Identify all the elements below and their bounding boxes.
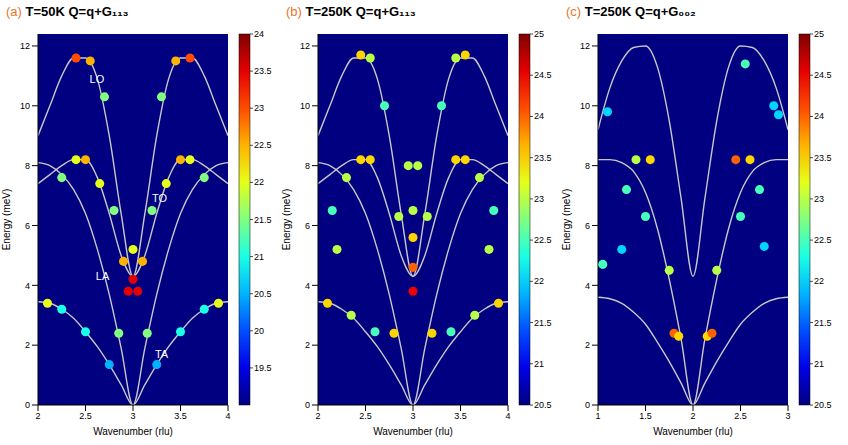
svg-text:3.5: 3.5 (174, 411, 187, 421)
svg-text:2: 2 (35, 411, 40, 421)
svg-text:10: 10 (20, 101, 30, 111)
svg-text:3: 3 (130, 411, 135, 421)
svg-text:2: 2 (585, 340, 590, 350)
svg-text:21.5: 21.5 (814, 318, 832, 328)
svg-text:0: 0 (25, 400, 30, 410)
html-text:(c) T=250K Q=q+G₀₀₂: (c) T=250K Q=q+G₀₀₂ (566, 4, 696, 19)
svg-text:2: 2 (315, 411, 320, 421)
svg-text:23: 23 (254, 103, 264, 113)
svg-text:22.5: 22.5 (814, 235, 832, 245)
svg-text:6: 6 (25, 221, 30, 231)
svg-text:24: 24 (534, 111, 544, 121)
svg-text:Wavenumber (rlu): Wavenumber (rlu) (93, 426, 173, 437)
svg-text:22.5: 22.5 (254, 140, 272, 150)
svg-text:4: 4 (585, 281, 590, 291)
svg-text:21: 21 (534, 359, 544, 369)
svg-text:25: 25 (534, 29, 544, 39)
svg-text:25: 25 (814, 29, 824, 39)
svg-text:21.5: 21.5 (254, 215, 272, 225)
svg-text:24.5: 24.5 (534, 70, 552, 80)
svg-text:3.5: 3.5 (454, 411, 467, 421)
svg-text:21: 21 (254, 252, 264, 262)
svg-text:3: 3 (410, 411, 415, 421)
svg-text:0: 0 (305, 400, 310, 410)
svg-text:4: 4 (305, 281, 310, 291)
svg-text:2: 2 (690, 411, 695, 421)
svg-text:22: 22 (254, 177, 264, 187)
svg-text:20: 20 (254, 326, 264, 336)
svg-text:1.5: 1.5 (639, 411, 652, 421)
svg-text:23.5: 23.5 (254, 66, 272, 76)
svg-text:4: 4 (225, 411, 230, 421)
svg-text:TA: TA (155, 348, 169, 360)
svg-text:21.5: 21.5 (534, 318, 552, 328)
svg-text:LO: LO (90, 73, 105, 85)
svg-text:24: 24 (814, 111, 824, 121)
svg-text:12: 12 (580, 41, 590, 51)
svg-text:2.5: 2.5 (359, 411, 372, 421)
svg-text:20.5: 20.5 (254, 289, 272, 299)
svg-text:10: 10 (580, 101, 590, 111)
svg-text:24.5: 24.5 (814, 70, 832, 80)
svg-text:4: 4 (25, 281, 30, 291)
svg-text:2.5: 2.5 (734, 411, 747, 421)
svg-text:24: 24 (254, 29, 264, 39)
svg-text:Energy (meV): Energy (meV) (561, 189, 572, 251)
svg-text:4: 4 (505, 411, 510, 421)
svg-text:Energy (meV): Energy (meV) (281, 189, 292, 251)
svg-text:22: 22 (534, 276, 544, 286)
svg-text:19.5: 19.5 (254, 363, 272, 373)
svg-text:10: 10 (300, 101, 310, 111)
svg-text:20.5: 20.5 (534, 400, 552, 410)
svg-text:8: 8 (585, 161, 590, 171)
svg-text:LA: LA (96, 270, 110, 282)
svg-text:Wavenumber (rlu): Wavenumber (rlu) (653, 426, 733, 437)
svg-text:2.5: 2.5 (79, 411, 92, 421)
svg-text:21: 21 (814, 359, 824, 369)
svg-text:23: 23 (814, 194, 824, 204)
svg-text:22.5: 22.5 (534, 235, 552, 245)
svg-text:6: 6 (305, 221, 310, 231)
html-text:(b) T=250K Q=q+G₁₁₃: (b) T=250K Q=q+G₁₁₃ (286, 4, 416, 19)
svg-text:23.5: 23.5 (814, 153, 832, 163)
svg-text:20.5: 20.5 (814, 400, 832, 410)
svg-text:Wavenumber (rlu): Wavenumber (rlu) (373, 426, 453, 437)
svg-text:8: 8 (305, 161, 310, 171)
svg-text:23: 23 (534, 194, 544, 204)
svg-text:8: 8 (25, 161, 30, 171)
html-text:(a) T=50K Q=q+G₁₁₃: (a) T=50K Q=q+G₁₁₃ (6, 4, 129, 19)
svg-text:12: 12 (300, 41, 310, 51)
svg-text:3: 3 (785, 411, 790, 421)
svg-text:6: 6 (585, 221, 590, 231)
svg-text:Energy (meV): Energy (meV) (1, 189, 12, 251)
svg-text:2: 2 (25, 340, 30, 350)
svg-text:23.5: 23.5 (534, 153, 552, 163)
svg-text:12: 12 (20, 41, 30, 51)
svg-text:22: 22 (814, 276, 824, 286)
svg-text:1: 1 (595, 411, 600, 421)
svg-text:2: 2 (305, 340, 310, 350)
svg-text:TO: TO (152, 192, 168, 204)
svg-text:0: 0 (585, 400, 590, 410)
